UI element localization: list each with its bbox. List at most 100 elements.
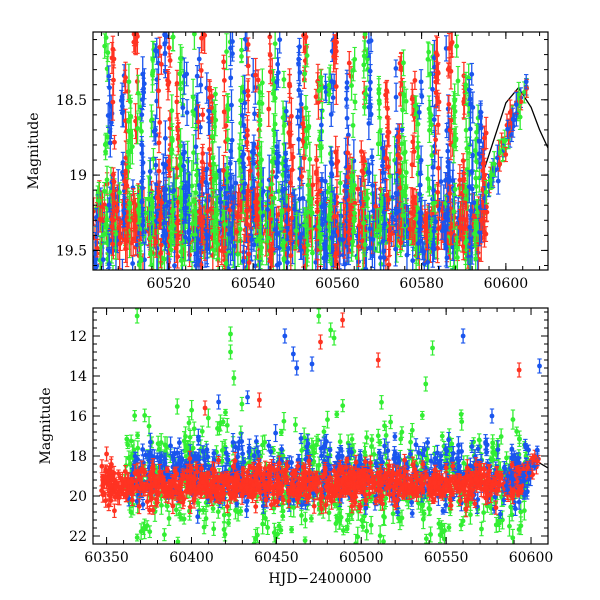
red-spike-point <box>157 44 163 50</box>
red-spike-point <box>221 78 227 83</box>
green-point <box>337 180 343 186</box>
red-spike-point <box>125 89 131 94</box>
green-point <box>173 175 179 180</box>
red-point <box>356 244 362 249</box>
green-spike-point <box>177 163 183 169</box>
green-point <box>450 286 455 291</box>
blue-point <box>444 255 450 261</box>
blue-spike-point <box>107 140 113 146</box>
red-point <box>187 252 192 258</box>
red-point <box>387 232 393 237</box>
blue-spike-point <box>193 144 199 150</box>
blue-spike-point <box>106 261 112 267</box>
green-spike-point <box>211 247 217 253</box>
blue-point <box>297 196 303 202</box>
blue-spike-point <box>106 73 112 79</box>
green-spike-point <box>126 79 132 85</box>
red-spike-point <box>134 79 140 84</box>
red-spike-point <box>110 99 116 105</box>
red-spike-point <box>122 237 128 243</box>
red-spike-point <box>158 213 164 219</box>
blue-spike-point <box>109 111 115 116</box>
red-spike-point <box>156 189 162 195</box>
green-point <box>235 251 241 257</box>
blue-spike-point <box>164 203 170 209</box>
green-point <box>393 282 398 287</box>
green-point <box>276 188 282 194</box>
blue-spike-point <box>198 82 204 88</box>
green-spike-point <box>139 129 144 134</box>
red-spike-point <box>199 222 204 228</box>
blue-spike-point <box>196 56 202 62</box>
blue-spike-point <box>162 69 168 75</box>
green-point <box>452 264 457 270</box>
green-point <box>294 228 299 234</box>
green-spike-point <box>190 109 196 114</box>
red-spike-point <box>167 116 173 122</box>
red-point <box>424 228 430 234</box>
red-spike-point <box>123 246 129 252</box>
green-point <box>185 159 191 164</box>
red-point <box>117 241 123 247</box>
blue-spike-point <box>181 73 187 79</box>
red-spike-point <box>110 192 116 198</box>
green-spike-point <box>150 70 156 75</box>
red-point <box>355 186 361 192</box>
red-spike-point <box>174 99 180 105</box>
blue-spike-point <box>140 222 146 227</box>
green-point <box>159 260 164 266</box>
blue-point <box>450 244 456 250</box>
blue-spike-point <box>154 208 160 214</box>
blue-point <box>370 183 376 188</box>
green-spike-point <box>169 108 175 114</box>
blue-spike-point <box>162 32 168 37</box>
green-spike-point <box>104 177 110 183</box>
green-point <box>374 228 380 233</box>
red-spike-point <box>123 168 129 174</box>
blue-spike-point <box>204 246 210 252</box>
blue-spike-point <box>197 124 203 130</box>
blue-point <box>93 259 97 264</box>
red-point <box>234 229 240 234</box>
red-point <box>268 216 273 222</box>
red-spike-point <box>111 77 116 83</box>
green-spike-point <box>149 198 155 204</box>
red-spike-point <box>200 151 206 156</box>
red-spike-point <box>122 78 128 84</box>
green-spike-point <box>177 56 183 61</box>
blue-point <box>154 245 160 251</box>
red-spike-point <box>156 168 162 174</box>
red-point <box>99 204 105 210</box>
blue-point <box>370 237 376 242</box>
green-spike-point <box>194 172 200 178</box>
blue-point <box>226 266 231 270</box>
green-spike-point <box>149 262 155 268</box>
blue-point <box>172 263 177 269</box>
blue-point <box>265 207 271 212</box>
green-spike-point <box>170 34 176 40</box>
green-spike-point <box>179 258 184 263</box>
blue-spike-point <box>163 187 169 192</box>
green-spike-point <box>138 256 144 262</box>
blue-spike-point <box>163 232 169 238</box>
red-spike-point <box>167 58 173 63</box>
green-spike-point <box>126 128 132 134</box>
green-spike-point <box>180 80 186 86</box>
green-spike-point <box>148 206 154 212</box>
green-spike-point <box>191 32 197 37</box>
blue-point <box>94 214 99 220</box>
red-spike-point <box>109 216 115 222</box>
green-spike-point <box>135 125 141 131</box>
blue-spike-point <box>106 202 112 208</box>
green-point <box>162 256 167 262</box>
blue-spike-point <box>140 71 146 77</box>
blue-spike-point <box>196 182 202 188</box>
green-spike-point <box>211 177 217 183</box>
green-spike-point <box>128 113 134 119</box>
green-spike-point <box>103 141 109 146</box>
red-point <box>289 215 295 221</box>
blue-spike-point <box>139 199 145 205</box>
red-spike-point <box>199 179 205 185</box>
